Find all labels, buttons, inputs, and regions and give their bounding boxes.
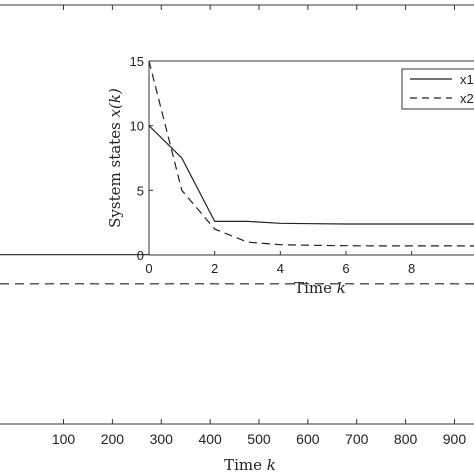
inset-x-label-var: k: [337, 279, 346, 297]
inset-x-tick-label-4: 8: [408, 261, 415, 276]
inset-x-tick-label-3: 6: [342, 261, 349, 276]
legend-x1-label: x1: [460, 72, 474, 87]
inset-axes: 0 2 4 6 8 0 5 10 15 Time k System states x(k) x1…: [106, 54, 474, 297]
inset-y-tick-label-3: 15: [130, 54, 144, 69]
inset-series-line-x2: [148, 60, 474, 247]
inset-y-label-text: System states: [106, 122, 124, 228]
main-x-tick-label-1: 200: [101, 431, 125, 447]
inset-legend: x1 x2: [401, 68, 474, 110]
main-x-tick-label-2: 300: [150, 431, 174, 447]
main-x-label-var: k: [267, 456, 276, 474]
inset-ticks: 0 2 4 6 8 0 5 10 15: [130, 54, 416, 276]
main-x-tick-label-0: 100: [52, 431, 76, 447]
legend-x2-label: x2: [460, 91, 474, 106]
main-x-ticks: 100 200 300 400 500 600 700 800 900: [52, 5, 467, 447]
inset-x-label-text: Time: [294, 279, 332, 297]
main-axes: 100 200 300 400 500 600 700 800 900 Time k: [0, 4, 474, 474]
main-x-label-text: Time: [224, 456, 262, 474]
main-x-tick-label-5: 600: [296, 431, 320, 447]
inset-y-tick-label-0: 0: [137, 248, 144, 263]
inset-x-tick-label-2: 4: [277, 261, 284, 276]
main-series: [0, 254, 474, 285]
inset-y-label-var: x(k): [106, 88, 124, 117]
inset-y-tick-label-1: 5: [137, 183, 144, 198]
legend-box: [401, 68, 474, 110]
main-x-tick-label-7: 800: [394, 431, 418, 447]
inset-x-axis-title: Time k: [294, 279, 346, 297]
main-x-axis-title: Time k: [224, 456, 276, 474]
inset-x-tick-label-0: 0: [145, 261, 152, 276]
main-x-tick-label-4: 500: [247, 431, 271, 447]
inset-y-axis-title: System states x(k): [106, 88, 124, 228]
inset-x-tick-label-1: 2: [211, 261, 218, 276]
main-x-tick-label-8: 900: [443, 431, 467, 447]
inset-series: [148, 60, 474, 247]
main-x-tick-label-6: 700: [345, 431, 369, 447]
inset-series-line-x1: [148, 125, 474, 225]
main-x-tick-label-3: 400: [198, 431, 222, 447]
inset-y-tick-label-2: 10: [130, 119, 144, 134]
